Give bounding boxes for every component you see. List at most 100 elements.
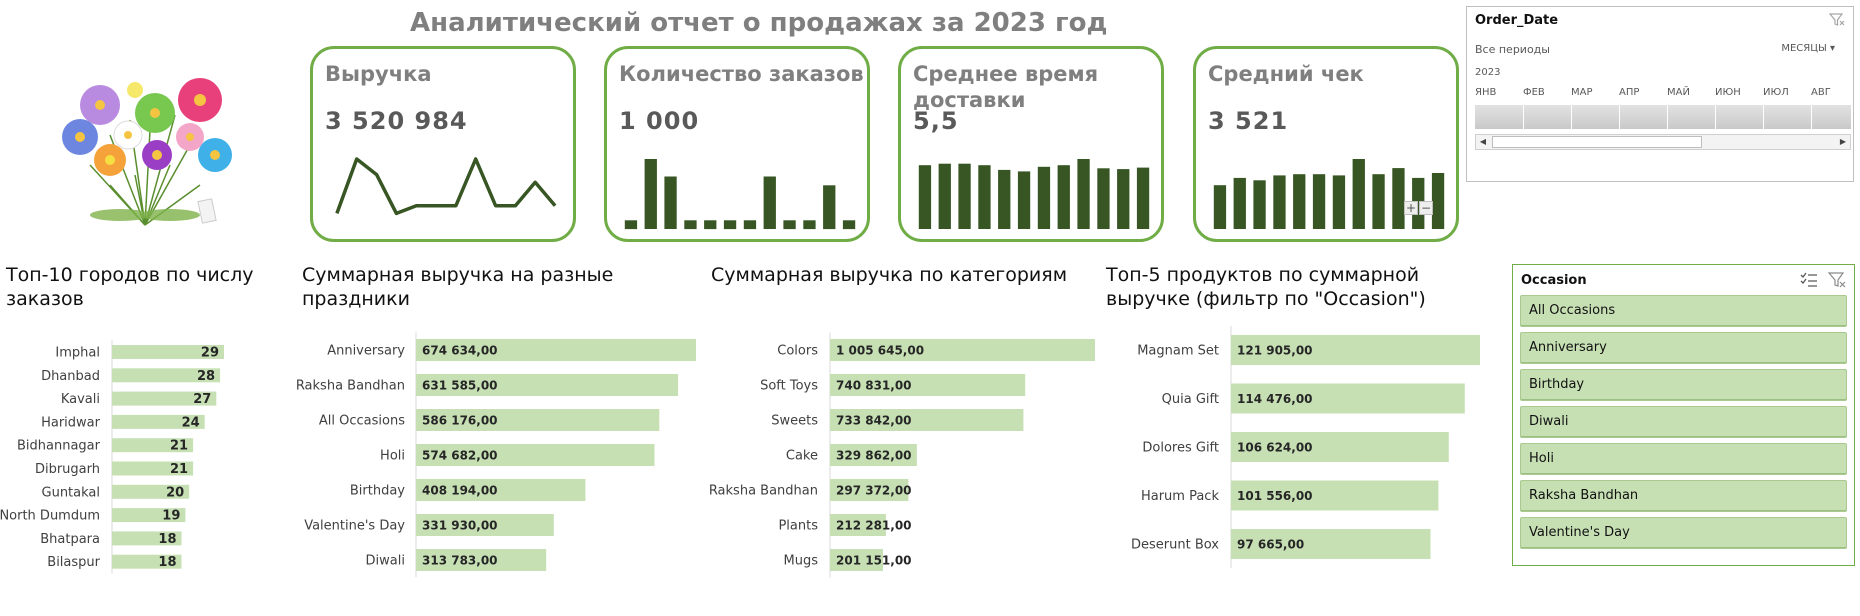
clear-filter-icon[interactable] <box>1829 13 1845 27</box>
scroll-left-icon[interactable]: ◀ <box>1479 137 1487 146</box>
sparkline-bar <box>1273 175 1286 229</box>
chart-bar <box>416 409 660 431</box>
timeline-divider <box>1763 105 1764 129</box>
chart-bar <box>830 549 883 571</box>
timeline-month[interactable]: ЯНВ <box>1475 87 1497 98</box>
chart-data-label: 408 194,00 <box>422 484 498 498</box>
chart-category-label: Raksha Bandhan <box>296 379 405 394</box>
sparkline-bar <box>704 220 717 230</box>
chart-category-label: Holi <box>380 449 405 464</box>
slicer-item[interactable]: Holi <box>1520 443 1847 475</box>
multi-select-icon[interactable] <box>1799 271 1819 289</box>
order-date-timeline[interactable]: Order_Date Все периоды МЕСЯЦЫ ▾ 2023 ЯНВ… <box>1466 6 1854 182</box>
chart-data-label: 21 <box>170 439 188 454</box>
sparkline-bar <box>664 176 677 229</box>
chart-bar <box>830 514 886 536</box>
chart-category-label: Mugs <box>784 554 819 569</box>
chart-data-label: 114 476,00 <box>1237 392 1313 406</box>
chart-data-label: 740 831,00 <box>836 379 912 393</box>
occasion-chart-title: Суммарная выручка на разные праздники <box>302 264 614 310</box>
sparkline-bar <box>1293 174 1306 229</box>
chart-category-label: Bidhannagar <box>17 439 101 454</box>
chart-data-label: 29 <box>201 346 219 361</box>
chart-bar <box>112 508 186 523</box>
chart-bar <box>1231 335 1480 365</box>
timeline-divider <box>1811 105 1812 129</box>
slicer-item[interactable]: Diwali <box>1520 406 1847 438</box>
chart-bar <box>416 339 696 361</box>
chart-data-label: 20 <box>166 485 184 500</box>
chart-bar <box>112 391 217 406</box>
chart-category-label: Bilaspur <box>47 555 100 570</box>
slicer-item[interactable]: Anniversary <box>1520 332 1847 364</box>
kpi-label: Выручка <box>325 62 432 86</box>
chart-category-label: Cake <box>786 449 818 464</box>
chart-bar <box>112 554 182 569</box>
slicer-item[interactable]: Valentine's Day <box>1520 517 1847 549</box>
chart-category-label: Guntakal <box>42 485 101 500</box>
chart-data-label: 1 005 645,00 <box>836 344 924 358</box>
chart-category-label: Deserunt Box <box>1131 538 1219 553</box>
chart-bar <box>830 374 1026 396</box>
timeline-granularity[interactable]: МЕСЯЦЫ ▾ <box>1781 43 1835 54</box>
chevron-down-icon: ▾ <box>1829 43 1835 54</box>
timeline-divider <box>1715 105 1716 129</box>
chart-category-label: Imphal <box>55 346 100 361</box>
chart-data-label: 101 556,00 <box>1237 489 1313 503</box>
sparkline-bar <box>1253 180 1266 229</box>
slicer-item[interactable]: Birthday <box>1520 369 1847 401</box>
timeline-period-band[interactable] <box>1475 105 1851 129</box>
kpi-sparkline <box>1213 159 1445 229</box>
sparkline-bar <box>1136 167 1150 229</box>
clear-filter-icon[interactable] <box>1827 271 1847 289</box>
timeline-month[interactable]: ИЮН <box>1715 87 1741 98</box>
kpi-value: 3 520 984 <box>325 107 468 135</box>
kpi-sparkline <box>624 159 856 230</box>
timeline-month[interactable]: ИЮЛ <box>1763 87 1789 98</box>
chart-bar <box>112 531 182 546</box>
timeline-month[interactable]: АПР <box>1619 87 1640 98</box>
timeline-year: 2023 <box>1475 67 1501 78</box>
timeline-month[interactable]: МАЙ <box>1667 87 1690 98</box>
sparkline-bar <box>1431 173 1445 229</box>
report-title-container: Аналитический отчет о продажах за 2023 г… <box>310 6 1310 42</box>
chart-data-label: 18 <box>158 532 176 547</box>
chart-category-label: Dolores Gift <box>1142 441 1219 456</box>
sparkline-bar <box>1233 177 1246 229</box>
timeline-month[interactable]: АВГ <box>1811 87 1831 98</box>
chart-data-label: 201 151,00 <box>836 554 912 568</box>
sparkline-bar <box>1017 171 1031 229</box>
category-chart-title: Суммарная выручка по категориям <box>711 264 1068 286</box>
kpi-label: Средний чек <box>1208 62 1364 86</box>
chart-bar <box>830 444 917 466</box>
timeline-scroll-thumb[interactable] <box>1492 136 1702 148</box>
chart-category-label: All Occasions <box>319 414 405 429</box>
chart-bar <box>1231 432 1449 462</box>
sparkline-bar <box>624 220 638 230</box>
slicer-item[interactable]: All Occasions <box>1520 295 1847 327</box>
chart-data-label: 106 624,00 <box>1237 441 1313 455</box>
sparkline-bar <box>1392 168 1405 229</box>
timeline-month[interactable]: ФЕВ <box>1523 87 1545 98</box>
zoom-in-button[interactable]: + <box>1404 201 1418 215</box>
chart-category-label: Quia Gift <box>1162 392 1219 407</box>
sparkline-bar <box>1117 169 1130 229</box>
chart-data-label: 331 930,00 <box>422 519 498 533</box>
occasion-slicer[interactable]: Occasion All Occasions Anniversary Birth… <box>1512 264 1855 566</box>
timeline-scrollbar[interactable]: ◀ ▶ <box>1475 134 1851 150</box>
chart-data-label: 18 <box>158 555 176 570</box>
sparkline-bar <box>938 163 951 229</box>
slicer-item[interactable]: Raksha Bandhan <box>1520 480 1847 512</box>
chart-bar <box>112 484 190 499</box>
sparkline-bar <box>823 185 836 230</box>
zoom-out-button[interactable]: − <box>1419 201 1433 215</box>
timeline-title: Order_Date <box>1475 13 1559 28</box>
timeline-month[interactable]: МАР <box>1571 87 1593 98</box>
chart-data-label: 212 281,00 <box>836 519 912 533</box>
scroll-right-icon[interactable]: ▶ <box>1839 137 1847 146</box>
chart-data-label: 631 585,00 <box>422 379 498 393</box>
kpi-card-delivery-time: Среднее время доставки 5,5 <box>898 46 1164 242</box>
sparkline-bar <box>978 165 991 229</box>
